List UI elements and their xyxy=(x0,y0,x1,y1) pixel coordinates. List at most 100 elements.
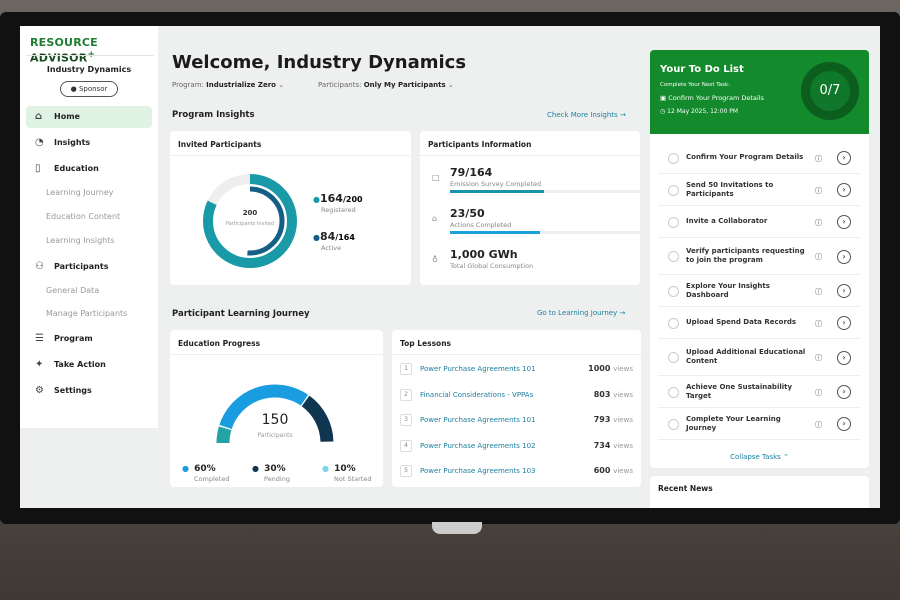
todo-checkbox[interactable] xyxy=(668,152,679,164)
todo-checkbox[interactable] xyxy=(668,251,679,262)
lesson-row[interactable]: 5 Power Purchase Agreements 103 600 views xyxy=(400,459,633,483)
todo-checkbox[interactable] xyxy=(668,216,679,228)
sidebar-item-label: Insights xyxy=(54,138,91,147)
participants-filter[interactable]: Participants: Only My Participants ⌄ xyxy=(318,81,454,89)
logo[interactable]: RESOURCE ADVISOR+ xyxy=(30,36,158,65)
chevron-right-circle-icon[interactable]: › xyxy=(837,215,851,229)
recent-news-title: Recent News xyxy=(658,484,713,493)
todo-item[interactable]: Confirm Your Program Details ⓘ › xyxy=(658,142,861,174)
todo-checkbox[interactable] xyxy=(668,352,679,363)
lesson-row[interactable]: 2 Financial Considerations - VPPAs 803 vie… xyxy=(400,383,633,407)
help-icon[interactable]: ⓘ xyxy=(815,253,822,261)
todo-item-label: Upload Spend Data Records xyxy=(686,318,797,326)
help-icon[interactable]: ⓘ xyxy=(815,186,822,195)
go-to-learning-journey-link[interactable]: Go to Learning Journey → xyxy=(537,309,625,317)
sidebar-subitem[interactable]: Learning Journey xyxy=(46,188,114,197)
todo-checkbox[interactable] xyxy=(668,285,679,297)
todo-checkbox[interactable] xyxy=(668,386,679,398)
todo-item[interactable]: Explore Your Insights Dashboard ⓘ › xyxy=(658,275,861,307)
sidebar-item-home[interactable]: ⌂ Home xyxy=(26,106,152,128)
sidebar-item-label: Settings xyxy=(54,386,92,395)
chevron-right-circle-icon[interactable]: › xyxy=(837,249,851,264)
todo-checkbox[interactable] xyxy=(668,317,679,329)
chevron-right-circle-icon[interactable]: › xyxy=(837,350,851,365)
todo-item[interactable]: Upload Spend Data Records ⓘ › xyxy=(658,307,861,339)
lesson-title-link[interactable]: Power Purchase Agreements 102 xyxy=(420,441,536,450)
due-date-text: 12 May 2025, 12:00 PM xyxy=(667,108,739,115)
participants-information-card: Participants Information □ 79/164 Emission… xyxy=(420,131,645,285)
program-filter[interactable]: Program: Industrialize Zero ⌄ xyxy=(172,81,284,89)
todo-checkbox[interactable] xyxy=(668,184,679,196)
help-icon[interactable]: ⓘ xyxy=(815,354,822,362)
info-value: 1,000 GWh xyxy=(450,248,518,261)
lesson-rank: 2 xyxy=(400,388,412,401)
legend-dot: ● xyxy=(322,464,329,473)
sidebar-item-program[interactable]: ☰ Program xyxy=(26,328,152,350)
next-task[interactable]: ▣ Confirm Your Program Details xyxy=(660,94,764,102)
top-lessons-card: Top Lessons 1 Power Purchase Agreements 1… xyxy=(392,330,641,487)
sidebar-item-education[interactable]: ▯ Education xyxy=(26,158,152,180)
registered-value: 164 xyxy=(319,192,343,205)
sidebar-item-participants[interactable]: ⚇ Participants xyxy=(26,256,152,278)
chevron-right-circle-icon[interactable]: › xyxy=(837,417,851,431)
help-icon[interactable]: ⓘ xyxy=(815,420,822,429)
take-action-icon: ✦ xyxy=(35,359,44,370)
logo-text-bold: ADVISOR xyxy=(30,51,88,65)
lesson-row[interactable]: 1 Power Purchase Agreements 101 1000 views xyxy=(400,357,633,381)
row-icon: ⌂ xyxy=(432,214,438,223)
logo-plus: + xyxy=(87,49,95,60)
card-title: Top Lessons xyxy=(392,330,641,355)
sidebar-subitem[interactable]: General Data xyxy=(46,286,100,295)
chevron-up-icon: ⌃ xyxy=(783,453,789,461)
lesson-title-link[interactable]: Power Purchase Agreements 101 xyxy=(420,416,536,424)
registered-label: Registered xyxy=(321,206,356,214)
sidebar-item-settings[interactable]: ⚙ Settings xyxy=(26,380,152,402)
program-filter-value: Industrialize Zero xyxy=(206,81,276,89)
chevron-right-circle-icon[interactable]: › xyxy=(837,151,851,165)
info-progress-bar xyxy=(450,190,645,193)
help-icon[interactable]: ⓘ xyxy=(815,287,822,296)
todo-item[interactable]: Upload Additional Educational Content ⓘ › xyxy=(658,339,861,376)
todo-item[interactable]: Invite a Collaborator ⓘ › xyxy=(658,206,861,238)
chevron-right-circle-icon[interactable]: › xyxy=(837,316,851,330)
help-icon[interactable]: ⓘ xyxy=(815,319,822,328)
legend-item: ● 60% Completed xyxy=(182,456,229,483)
todo-item[interactable]: Verify participants requesting to join t… xyxy=(658,238,861,275)
sidebar-subitem[interactable]: Learning Insights xyxy=(46,236,115,245)
role-label: Sponsor xyxy=(78,85,108,93)
lesson-row[interactable]: 3 Power Purchase Agreements 101 793 views xyxy=(400,408,633,432)
views-count: 734 xyxy=(593,440,611,450)
gauge-segment-pending xyxy=(301,395,334,443)
legend-dot: ● xyxy=(252,464,259,473)
lesson-rank: 4 xyxy=(400,439,412,452)
chevron-right-circle-icon[interactable]: › xyxy=(837,284,851,298)
sidebar-item-insights[interactable]: ◔ Insights xyxy=(26,132,152,154)
help-icon[interactable]: ⓘ xyxy=(815,154,822,163)
todo-item-label: Verify participants requesting to join t… xyxy=(686,247,805,264)
lesson-title-link[interactable]: Power Purchase Agreements 103 xyxy=(420,467,536,475)
card-title: Education Progress xyxy=(170,330,383,355)
todo-item[interactable]: Complete Your Learning Journey ⓘ › xyxy=(658,408,861,440)
sidebar-item-label: Home xyxy=(54,112,80,121)
lesson-title-link[interactable]: Financial Considerations - VPPAs xyxy=(420,390,534,399)
role-badge[interactable]: ● Sponsor xyxy=(60,81,118,97)
sidebar-subitem[interactable]: Manage Participants xyxy=(46,309,128,318)
todo-checkbox[interactable] xyxy=(668,418,679,430)
collapse-tasks-button[interactable]: Collapse Tasks ⌃ xyxy=(650,453,869,461)
help-icon[interactable]: ⓘ xyxy=(815,218,822,227)
legend-item: ● 10% Not Started xyxy=(322,456,371,483)
views-label: views xyxy=(613,441,633,450)
lesson-row[interactable]: 4 Power Purchase Agreements 102 734 views xyxy=(400,434,633,458)
sidebar-subitem[interactable]: Education Content xyxy=(46,212,121,221)
sidebar-item-take-action[interactable]: ✦ Take Action xyxy=(26,354,152,376)
arrow-right-icon: → xyxy=(619,111,626,119)
todo-item-label: Invite a Collaborator xyxy=(686,217,768,225)
help-icon[interactable]: ⓘ xyxy=(815,388,822,397)
todo-item[interactable]: Send 50 Invitations to Participants ⓘ › xyxy=(658,174,861,206)
chevron-right-circle-icon[interactable]: › xyxy=(837,385,851,399)
todo-item[interactable]: Achieve One Sustainability Target ⓘ › xyxy=(658,376,861,408)
legend-dot: ● xyxy=(313,233,320,242)
lesson-title-link[interactable]: Power Purchase Agreements 101 xyxy=(420,365,536,373)
check-more-insights-link[interactable]: Check More Insights → xyxy=(547,111,626,119)
chevron-right-circle-icon[interactable]: › xyxy=(837,183,851,197)
